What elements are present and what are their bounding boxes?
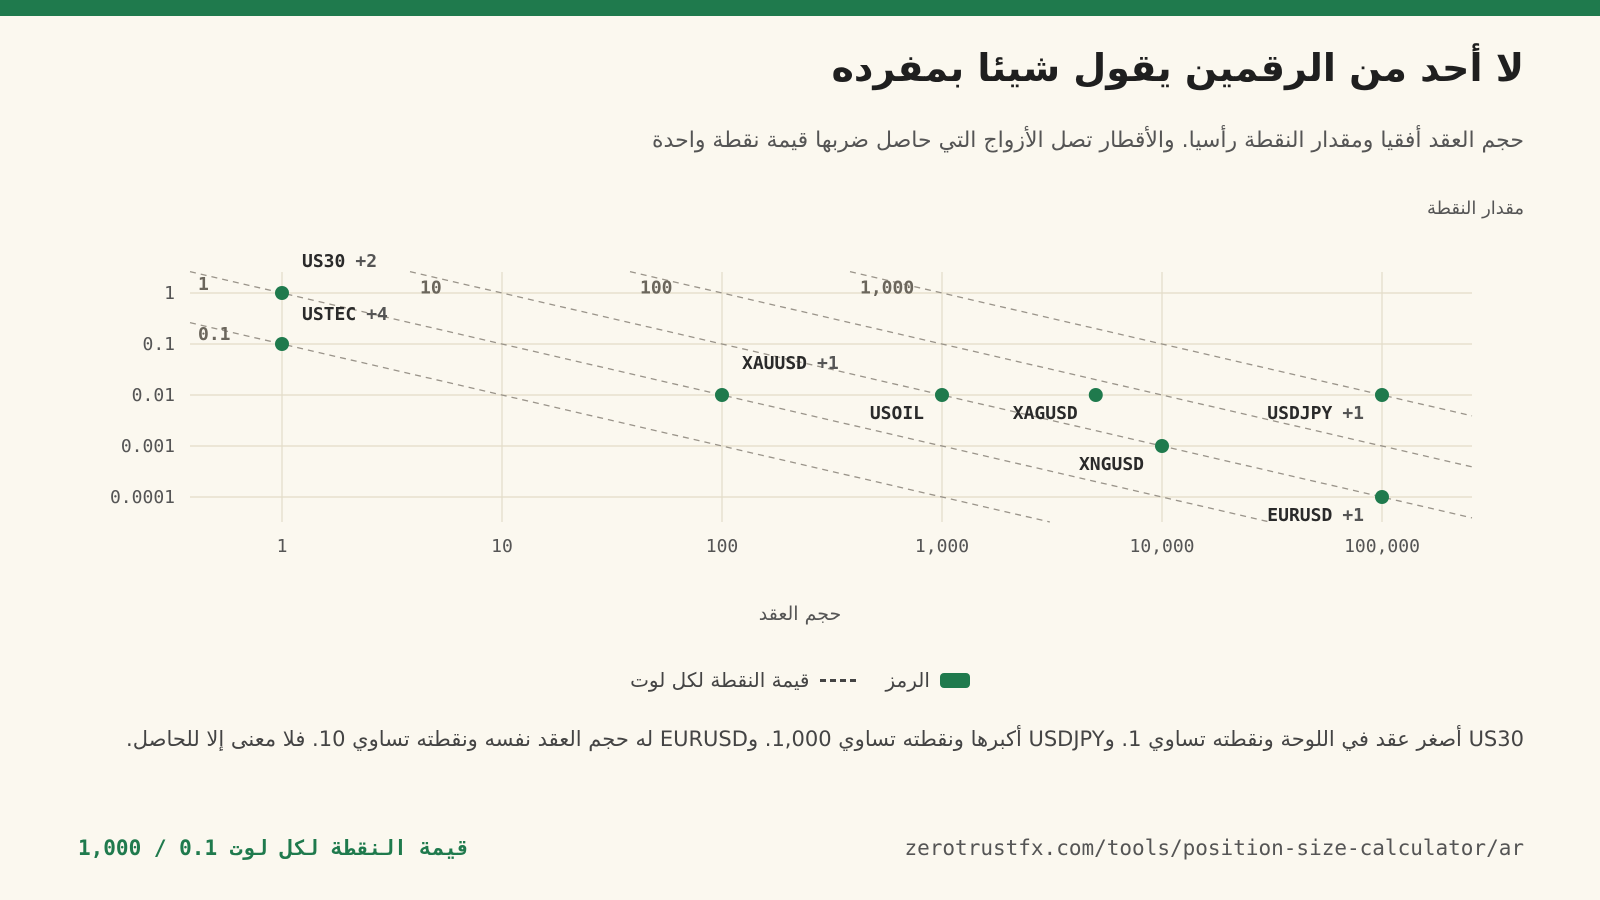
top-accent-bar <box>0 0 1600 16</box>
point-label: USTEC +4 <box>302 304 388 325</box>
iso-value-diagonal <box>849 271 1473 417</box>
point-symbol: XAGUSD <box>1013 403 1078 424</box>
legend-item-diagonal: قيمة النقطة لكل لوت <box>630 668 856 692</box>
iso-value-diagonal <box>629 271 1473 468</box>
point-symbol: US30 <box>302 251 345 272</box>
scatter-chart: 0.1 1 10 100 1,000 1 10 100 1,000 10,000 100,000 1… <box>110 251 1473 557</box>
x-tick-label: 100 <box>706 536 739 557</box>
point-label: XAGUSD <box>1013 403 1078 424</box>
x-tick-label: 10 <box>491 536 513 557</box>
y-axis-label: مقدار النقطة <box>1426 198 1524 219</box>
point-us30[interactable] <box>275 286 289 300</box>
point-label: XNGUSD <box>1079 454 1144 475</box>
point-label: USOIL <box>870 403 924 424</box>
footer-brand: قيمة النقطة لكل لوت 0.1 / 1,000 <box>78 836 470 860</box>
point-ustec[interactable] <box>275 337 289 351</box>
point-badge: +2 <box>355 251 377 272</box>
page-subtitle: حجم العقد أفقيا ومقدار النقطة رأسيا. وال… <box>652 128 1524 153</box>
explanatory-note: US30 أصغر عقد في اللوحة ونقطته تساوي 1. … <box>126 727 1524 751</box>
point-symbol: EURUSD <box>1267 505 1332 526</box>
page-title: لا أحد من الرقمين يقول شيئا بمفرده <box>831 46 1525 90</box>
x-tick-label: 10,000 <box>1129 536 1194 557</box>
point-badge: +1 <box>1342 505 1364 526</box>
point-symbol: USTEC <box>302 304 356 325</box>
footer-url-link[interactable]: zerotrustfx.com/tools/position-size-calc… <box>904 836 1524 860</box>
legend-marker-label: الرمز <box>885 668 930 692</box>
x-axis-label: حجم العقد <box>758 603 842 625</box>
point-label: XAUUSD +1 <box>742 353 839 374</box>
legend-marker-swatch <box>939 672 970 688</box>
point-label: EURUSD +1 <box>1267 505 1364 526</box>
point-badge: +1 <box>817 353 839 374</box>
point-xauusd[interactable] <box>715 388 729 402</box>
y-tick-label: 0.0001 <box>110 487 175 508</box>
y-tick-label: 0.1 <box>142 334 175 355</box>
y-tick-label: 0.001 <box>121 436 175 457</box>
point-eurusd[interactable] <box>1375 490 1389 504</box>
x-tick-label: 1 <box>277 536 288 557</box>
chart-legend: الرمز قيمة النقطة لكل لوت <box>500 668 1100 692</box>
diagonal-label: 0.1 <box>198 324 231 345</box>
diagonal-label: 1,000 <box>860 278 914 299</box>
point-symbol: USOIL <box>870 403 924 424</box>
point-badge: +1 <box>1342 403 1364 424</box>
point-xngusd[interactable] <box>1155 439 1169 453</box>
x-tick-label: 100,000 <box>1344 536 1420 557</box>
x-tick-label: 1,000 <box>915 536 969 557</box>
point-symbol: XNGUSD <box>1079 454 1144 475</box>
iso-value-diagonal <box>189 271 1270 523</box>
point-symbol: USDJPY <box>1267 403 1332 424</box>
iso-value-diagonal <box>409 271 1473 519</box>
legend-line-label: قيمة النقطة لكل لوت <box>630 668 810 692</box>
legend-item-symbol: الرمز <box>886 668 970 692</box>
legend-dash-line <box>819 678 856 682</box>
point-xagusd[interactable] <box>1088 388 1103 402</box>
y-tick-label: 1 <box>164 283 175 304</box>
point-label: USDJPY +1 <box>1267 403 1364 424</box>
point-badge: +4 <box>366 304 388 325</box>
point-label: US30 +2 <box>302 251 377 272</box>
iso-value-diagonal <box>189 322 1050 523</box>
diagonal-label: 10 <box>420 278 442 299</box>
point-symbol: XAUUSD <box>742 353 807 374</box>
point-usdjpy[interactable] <box>1375 388 1389 402</box>
diagonal-label: 1 <box>198 274 209 295</box>
diagonal-label: 100 <box>640 278 673 299</box>
y-tick-label: 0.01 <box>132 385 175 406</box>
point-usoil[interactable] <box>935 388 949 402</box>
